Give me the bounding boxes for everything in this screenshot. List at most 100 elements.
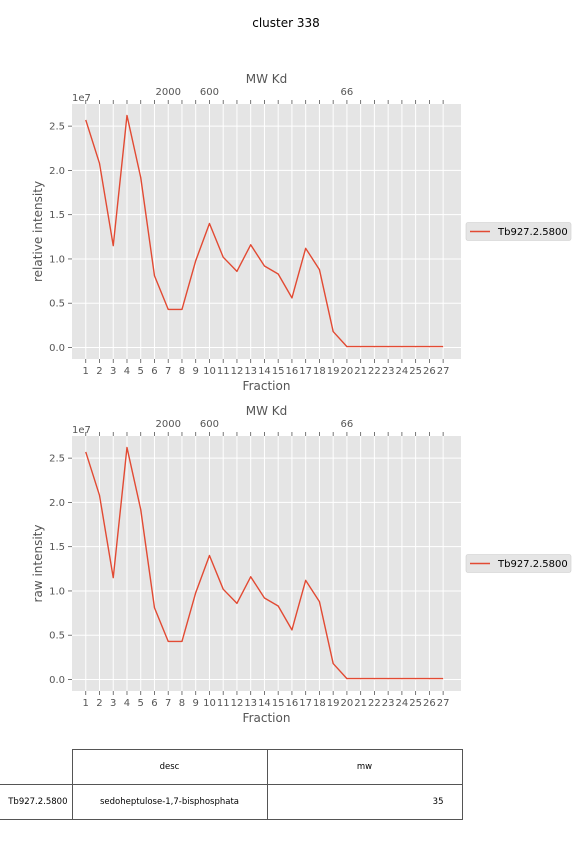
chart-title: MW Kd (246, 72, 288, 86)
x-tick-label: 10 (203, 698, 216, 709)
legend-label: Tb927.2.5800 (497, 559, 568, 570)
x-tick-label: 22 (368, 366, 381, 377)
x-tick-label: 17 (299, 698, 312, 709)
table-header-desc: desc (71, 749, 268, 785)
x-tick-label: 8 (179, 366, 185, 377)
x-tick-label: 8 (179, 698, 185, 709)
x-tick-label: 3 (110, 698, 116, 709)
x-tick-label: 12 (231, 366, 244, 377)
top-axis-label: 600 (200, 87, 219, 98)
x-tick-label: 4 (124, 698, 130, 709)
x-tick-label: 26 (423, 366, 436, 377)
y-tick-label: 1.0 (49, 254, 65, 265)
x-tick-label: 4 (124, 366, 130, 377)
x-tick-label: 27 (437, 366, 450, 377)
x-tick-label: 7 (165, 366, 171, 377)
y-tick-label: 2.0 (49, 498, 65, 509)
y-tick-label: 2.5 (49, 454, 65, 465)
x-tick-label: 26 (423, 698, 436, 709)
x-tick-label: 19 (327, 366, 340, 377)
x-tick-label: 1 (83, 366, 89, 377)
y-tick-label: 0.0 (49, 675, 65, 686)
x-tick-label: 12 (231, 698, 244, 709)
x-tick-label: 21 (354, 698, 367, 709)
top-axis-label: 66 (341, 87, 354, 98)
top-axis-label: 66 (341, 419, 354, 430)
x-tick-label: 23 (382, 698, 395, 709)
table-cell-mw: 35 (266, 784, 463, 820)
x-tick-label: 2 (96, 366, 102, 377)
chart-title: MW Kd (246, 404, 288, 418)
x-tick-label: 9 (193, 698, 199, 709)
table-cell-desc: sedoheptulose-1,7-bisphosphata (71, 784, 268, 820)
table-row: Tb927.2.5800 sedoheptulose-1,7-bisphosph… (0, 784, 463, 820)
y-tick-label: 0.5 (49, 299, 65, 310)
table-row-label: Tb927.2.5800 (0, 784, 73, 820)
y-tick-label: 1.5 (49, 210, 65, 221)
x-tick-label: 20 (341, 698, 354, 709)
x-tick-label: 25 (409, 698, 422, 709)
x-tick-label: 10 (203, 366, 216, 377)
x-tick-label: 14 (258, 698, 271, 709)
figure-title: cluster 338 (252, 16, 320, 30)
x-tick-label: 15 (272, 366, 285, 377)
y-tick-label: 2.0 (49, 166, 65, 177)
y-offset-label: 1e7 (72, 93, 91, 104)
x-tick-label: 18 (313, 366, 326, 377)
plot-area (72, 436, 461, 691)
y-tick-label: 2.5 (49, 122, 65, 133)
legend-label: Tb927.2.5800 (497, 227, 568, 238)
x-tick-label: 16 (286, 698, 299, 709)
y-offset-label: 1e7 (72, 425, 91, 436)
x-tick-label: 20 (341, 366, 354, 377)
x-tick-label: 3 (110, 366, 116, 377)
x-tick-label: 17 (299, 366, 312, 377)
x-tick-label: 2 (96, 698, 102, 709)
plot-area (72, 104, 461, 359)
x-tick-label: 24 (396, 366, 409, 377)
x-tick-label: 24 (396, 698, 409, 709)
x-tick-label: 21 (354, 366, 367, 377)
x-tick-label: 11 (217, 698, 230, 709)
x-tick-label: 5 (138, 366, 144, 377)
chart-panel-2: 1 2 3 4 5 6 7 8 9 10 11 12 13 14 15 16 17 18 19 20 21 22 23 24 2… (31, 404, 572, 725)
y-tick-label: 0.0 (49, 343, 65, 354)
x-tick-label: 13 (244, 698, 257, 709)
x-tick-label: 5 (138, 698, 144, 709)
top-axis-label: 2000 (155, 419, 180, 430)
x-tick-label: 11 (217, 366, 230, 377)
legend-box (465, 222, 572, 241)
x-tick-label: 9 (193, 366, 199, 377)
y-tick-label: 0.5 (49, 631, 65, 642)
info-table: desc mw Tb927.2.5800 sedoheptulose-1,7-b… (0, 749, 463, 820)
x-tick-label: 23 (382, 366, 395, 377)
x-tick-label: 7 (165, 698, 171, 709)
table-header-mw: mw (266, 749, 463, 785)
x-tick-label: 22 (368, 698, 381, 709)
y-tick-label: 1.5 (49, 542, 65, 553)
charts: 1 2 3 4 5 6 7 8 9 10 11 12 13 14 15 16 17 18 19 20 21 22 23 24 2… (31, 72, 572, 725)
legend-box (465, 554, 572, 573)
table-header-row: desc mw (0, 749, 463, 785)
x-tick-label: 19 (327, 698, 340, 709)
x-tick-label: 14 (258, 366, 271, 377)
y-axis-label: relative intensity (31, 181, 45, 282)
x-tick-label: 6 (151, 698, 157, 709)
x-tick-label: 15 (272, 698, 285, 709)
x-tick-label: 1 (83, 698, 89, 709)
x-tick-label: 25 (409, 366, 422, 377)
x-axis-label: Fraction (243, 711, 291, 725)
x-axis-label: Fraction (243, 379, 291, 393)
x-tick-label: 27 (437, 698, 450, 709)
top-axis-label: 2000 (155, 87, 180, 98)
x-tick-label: 18 (313, 698, 326, 709)
y-tick-label: 1.0 (49, 586, 65, 597)
x-tick-label: 16 (286, 366, 299, 377)
x-tick-label: 13 (244, 366, 257, 377)
top-axis-label: 600 (200, 419, 219, 430)
table-corner (0, 750, 72, 785)
x-tick-label: 6 (151, 366, 157, 377)
y-axis-label: raw intensity (31, 525, 45, 603)
chart-panel-1: 1 2 3 4 5 6 7 8 9 10 11 12 13 14 15 16 17 18 19 20 21 22 23 24 2… (31, 72, 572, 393)
